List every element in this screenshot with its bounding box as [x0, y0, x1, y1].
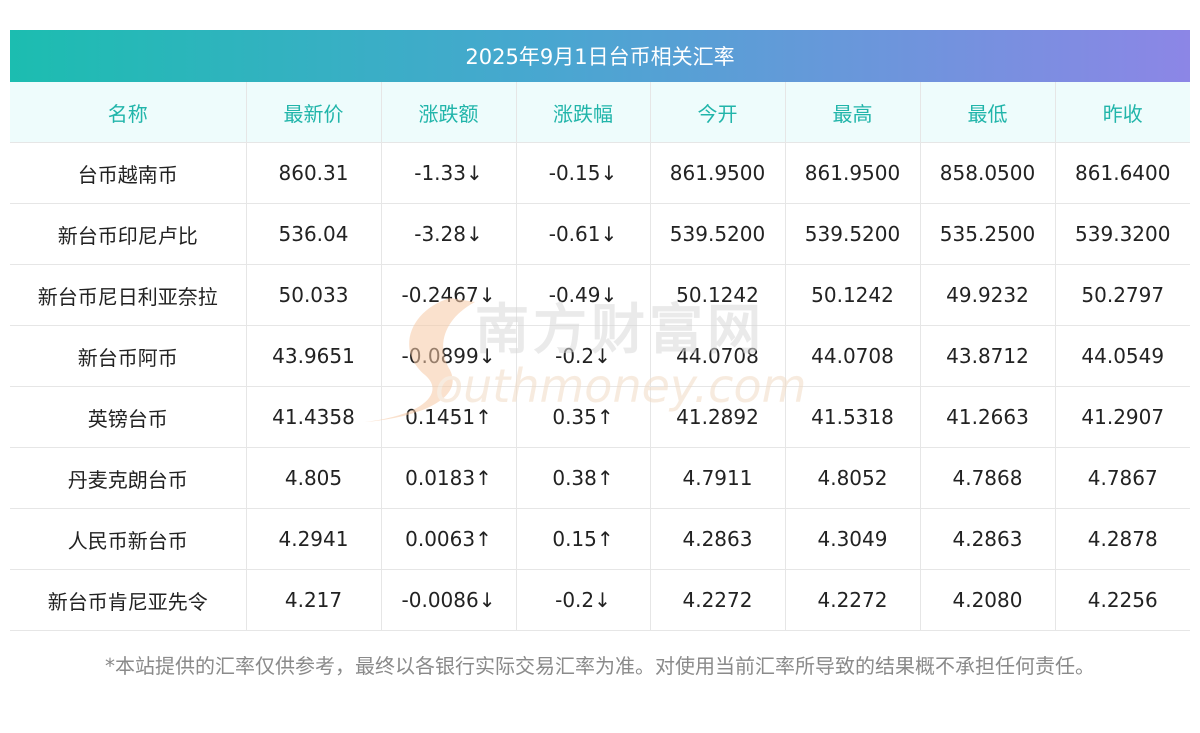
cell-pct: -0.61↓ — [516, 203, 651, 265]
cell-low: 49.9232 — [920, 264, 1056, 326]
cell-change: -0.2467↓ — [381, 264, 517, 326]
cell-high: 41.5318 — [785, 386, 921, 448]
cell-low: 4.2080 — [920, 569, 1056, 631]
cell-change: -1.33↓ — [381, 142, 517, 204]
cell-low: 41.2663 — [920, 386, 1056, 448]
cell-name: 新台币印尼卢比 — [10, 203, 247, 265]
cell-name: 人民币新台币 — [10, 508, 247, 570]
cell-high: 44.0708 — [785, 325, 921, 387]
cell-open: 50.1242 — [650, 264, 786, 326]
cell-change: -3.28↓ — [381, 203, 517, 265]
column-header-name: 名称 — [10, 82, 247, 143]
cell-pct: -0.2↓ — [516, 569, 651, 631]
cell-high: 861.9500 — [785, 142, 921, 204]
column-header-latest: 最新价 — [246, 82, 382, 143]
table-row: 人民币新台币 4.2941 0.0063↑ 0.15↑ 4.2863 4.3049 4.28… — [10, 508, 1190, 570]
cell-low: 43.8712 — [920, 325, 1056, 387]
column-header-pct: 涨跌幅 — [516, 82, 651, 143]
table-title: 2025年9月1日台币相关汇率 — [10, 30, 1190, 82]
cell-open: 539.5200 — [650, 203, 786, 265]
cell-prev: 44.0549 — [1055, 325, 1190, 387]
column-header-low: 最低 — [920, 82, 1056, 143]
table-row: 新台币肯尼亚先令 4.217 -0.0086↓ -0.2↓ 4.2272 4.2272 4.… — [10, 569, 1190, 631]
cell-name: 新台币尼日利亚奈拉 — [10, 264, 247, 326]
cell-change: 0.0183↑ — [381, 447, 517, 509]
header-row: 名称 最新价 涨跌额 涨跌幅 今开 最高 最低 昨收 — [10, 82, 1190, 143]
cell-change: 0.0063↑ — [381, 508, 517, 570]
cell-prev: 4.2256 — [1055, 569, 1190, 631]
cell-open: 4.7911 — [650, 447, 786, 509]
cell-change: -0.0086↓ — [381, 569, 517, 631]
cell-high: 4.8052 — [785, 447, 921, 509]
cell-pct: 0.35↑ — [516, 386, 651, 448]
cell-name: 新台币肯尼亚先令 — [10, 569, 247, 631]
cell-latest: 860.31 — [246, 142, 382, 204]
cell-pct: 0.38↑ — [516, 447, 651, 509]
cell-prev: 539.3200 — [1055, 203, 1190, 265]
table-row: 英镑台币 41.4358 0.1451↑ 0.35↑ 41.2892 41.5318 41.… — [10, 386, 1190, 448]
cell-high: 50.1242 — [785, 264, 921, 326]
cell-prev: 4.7867 — [1055, 447, 1190, 509]
cell-latest: 4.2941 — [246, 508, 382, 570]
cell-open: 4.2272 — [650, 569, 786, 631]
cell-latest: 4.217 — [246, 569, 382, 631]
cell-low: 4.2863 — [920, 508, 1056, 570]
cell-high: 539.5200 — [785, 203, 921, 265]
column-header-prev: 昨收 — [1055, 82, 1190, 143]
cell-name: 丹麦克朗台币 — [10, 447, 247, 509]
table-row: 新台币阿币 43.9651 -0.0899↓ -0.2↓ 44.0708 44.0708 4… — [10, 325, 1190, 387]
cell-prev: 41.2907 — [1055, 386, 1190, 448]
cell-latest: 41.4358 — [246, 386, 382, 448]
exchange-rate-table: 名称 最新价 涨跌额 涨跌幅 今开 最高 最低 昨收 台币越南币 860.31 -1… — [10, 82, 1190, 631]
table-row: 台币越南币 860.31 -1.33↓ -0.15↓ 861.9500 861.9500 8… — [10, 142, 1190, 204]
cell-pct: -0.2↓ — [516, 325, 651, 387]
cell-prev: 4.2878 — [1055, 508, 1190, 570]
cell-name: 台币越南币 — [10, 142, 247, 204]
column-header-open: 今开 — [650, 82, 786, 143]
table-row: 新台币印尼卢比 536.04 -3.28↓ -0.61↓ 539.5200 539.520… — [10, 203, 1190, 265]
cell-prev: 50.2797 — [1055, 264, 1190, 326]
cell-pct: -0.49↓ — [516, 264, 651, 326]
cell-latest: 43.9651 — [246, 325, 382, 387]
cell-latest: 50.033 — [246, 264, 382, 326]
cell-high: 4.3049 — [785, 508, 921, 570]
cell-low: 535.2500 — [920, 203, 1056, 265]
cell-pct: 0.15↑ — [516, 508, 651, 570]
cell-open: 4.2863 — [650, 508, 786, 570]
cell-name: 英镑台币 — [10, 386, 247, 448]
table-row: 丹麦克朗台币 4.805 0.0183↑ 0.38↑ 4.7911 4.8052 4.786… — [10, 447, 1190, 509]
cell-name: 新台币阿币 — [10, 325, 247, 387]
disclaimer-footnote: *本站提供的汇率仅供参考，最终以各银行实际交易汇率为准。对使用当前汇率所导致的结… — [105, 654, 1095, 678]
cell-change: 0.1451↑ — [381, 386, 517, 448]
cell-change: -0.0899↓ — [381, 325, 517, 387]
cell-latest: 536.04 — [246, 203, 382, 265]
column-header-change: 涨跌额 — [381, 82, 517, 143]
cell-open: 44.0708 — [650, 325, 786, 387]
column-header-high: 最高 — [785, 82, 921, 143]
cell-low: 4.7868 — [920, 447, 1056, 509]
cell-low: 858.0500 — [920, 142, 1056, 204]
cell-open: 41.2892 — [650, 386, 786, 448]
cell-pct: -0.15↓ — [516, 142, 651, 204]
cell-high: 4.2272 — [785, 569, 921, 631]
table-row: 新台币尼日利亚奈拉 50.033 -0.2467↓ -0.49↓ 50.1242 50.1… — [10, 264, 1190, 326]
cell-prev: 861.6400 — [1055, 142, 1190, 204]
cell-open: 861.9500 — [650, 142, 786, 204]
cell-latest: 4.805 — [246, 447, 382, 509]
